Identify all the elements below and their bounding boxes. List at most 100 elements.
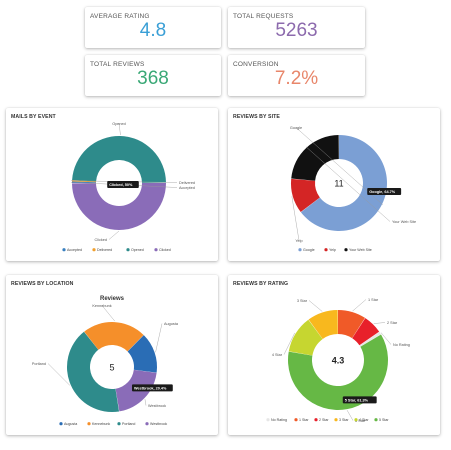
chart-tooltip: 5 Star, 61.3% <box>342 396 377 404</box>
slice-4-star[interactable] <box>288 319 323 356</box>
slice-label-2-star: 2 Star <box>387 321 398 325</box>
leader-line <box>155 323 163 353</box>
slice-label-4-star: 4 Star <box>272 353 283 357</box>
slice-label-3-star: 3 Star <box>297 299 308 303</box>
slice-label-opened: Opened <box>112 122 126 126</box>
legend-marker-clicked <box>154 248 158 252</box>
legend-item-2-star[interactable]: 2 Star <box>319 418 329 422</box>
center-total: 11 <box>334 179 343 189</box>
legend-marker-2-star <box>314 418 318 422</box>
leader-line <box>373 322 386 324</box>
legend-marker-your-web-site <box>344 248 348 252</box>
chart-tooltip: Westbrook, 20.4% <box>131 384 173 392</box>
slice-clicked[interactable] <box>72 183 166 230</box>
chart-panel-reviews-by-location: REVIEWS BY LOCATION Augusta Westbrook Port… <box>6 275 218 435</box>
slice-no-rating[interactable] <box>359 331 381 347</box>
legend-item-clicked[interactable]: Clicked <box>159 248 171 252</box>
chart-subtitle: Reviews <box>100 296 125 302</box>
legend-marker-delivered <box>92 248 96 252</box>
slice-label-accepted: Accepted <box>179 186 195 190</box>
legend-item-westbrook[interactable]: Westbrook <box>150 422 167 426</box>
slice-label-5-star: 5 Star <box>355 419 366 423</box>
legend-item-5-star[interactable]: 5 Star <box>379 418 389 422</box>
stat-label: AVERAGE RATING <box>90 13 150 20</box>
tooltip-text: Google, 64.7% <box>369 190 396 194</box>
slice-2-star[interactable] <box>352 318 380 346</box>
chart-panel-reviews-by-site: REVIEWS BY SITE Google Yelp Your Web Site 1… <box>228 108 440 261</box>
leader-line <box>291 196 300 241</box>
legend-item-accepted[interactable]: Accepted <box>67 248 82 252</box>
leader-line <box>308 300 323 312</box>
legend-marker-portland <box>117 422 121 426</box>
legend-marker-5-star <box>374 418 378 422</box>
tooltip-text: Clicked, 50% <box>109 183 133 187</box>
leader-line <box>101 305 115 322</box>
slice-your-web-site[interactable] <box>291 135 339 181</box>
tooltip-box <box>367 188 402 196</box>
slice-3-star[interactable] <box>308 310 338 339</box>
legend-item-yelp[interactable]: Yelp <box>329 248 336 252</box>
center-total: 4.3 <box>332 356 345 366</box>
chart-panel-reviews-by-rating: REVIEWS BY RATING 1 Star 2 Star No Rating 5… <box>228 275 440 435</box>
slice-label-your-web-site: Your Web Site <box>392 220 416 224</box>
slice-opened[interactable] <box>72 136 166 183</box>
panel-title: REVIEWS BY RATING <box>233 281 289 287</box>
leader-line <box>118 123 121 136</box>
chart-tooltip: Google, 64.7% <box>367 188 402 196</box>
legend-item-3-star[interactable]: 3 Star <box>339 418 349 422</box>
stat-card-total-requests: TOTAL REQUESTS 5263 <box>228 7 365 48</box>
slice-augusta[interactable] <box>127 335 158 373</box>
slice-delivered[interactable] <box>72 180 97 183</box>
stat-value: 7.2% <box>274 68 319 89</box>
slice-label-clicked: Clicked <box>95 238 107 242</box>
tooltip-text: Westbrook, 20.4% <box>134 386 167 390</box>
slice-label-kennebunk: Kennebunk <box>92 304 111 308</box>
stat-card-conversion: CONVERSION 7.2% <box>228 55 365 96</box>
legend-item-4-star[interactable]: 4 Star <box>359 418 369 422</box>
leader-line <box>283 332 295 355</box>
leader-line <box>346 410 354 421</box>
reviews-by-location-chart: Augusta Westbrook Portland Kennebunk Reviews… <box>32 296 179 426</box>
panel-title: REVIEWS BY SITE <box>233 114 280 120</box>
legend-item-delivered[interactable]: Delivered <box>97 248 112 252</box>
slice-label-no-rating: No Rating <box>393 343 410 347</box>
legend-item-google[interactable]: Google <box>303 248 315 252</box>
stat-value: 368 <box>137 68 169 89</box>
slice-portland[interactable] <box>67 331 120 412</box>
legend-item-1-star[interactable]: 1 Star <box>299 418 309 422</box>
legend-marker-westbrook <box>145 422 149 426</box>
legend-marker-4-star <box>354 418 358 422</box>
stat-value: 5263 <box>275 20 318 41</box>
slice-kennebunk[interactable] <box>84 322 144 352</box>
legend-marker-1-star <box>294 418 298 422</box>
legend-item-opened[interactable]: Opened <box>131 248 144 252</box>
stat-value: 4.8 <box>139 20 167 41</box>
chart-tooltip: Clicked, 50% <box>107 181 139 188</box>
slice-label-delivered: Delivered <box>179 181 195 185</box>
legend-item-kennebunk[interactable]: Kennebunk <box>92 422 110 426</box>
slice-5-star[interactable] <box>288 334 388 410</box>
legend-item-your-web-site[interactable]: Your Web Site <box>349 248 372 252</box>
legend-marker-yelp <box>324 248 328 252</box>
chart-panel-mails-by-event: MAILS BY EVENT Accepted Delivered Opened Cl… <box>6 108 218 261</box>
legend-item-portland[interactable]: Portland <box>122 422 135 426</box>
slice-label-augusta: Augusta <box>164 322 179 326</box>
panel-title: REVIEWS BY LOCATION <box>11 281 74 287</box>
stat-label: TOTAL REVIEWS <box>90 61 145 68</box>
panel-title: MAILS BY EVENT <box>11 114 56 120</box>
legend-item-augusta[interactable]: Augusta <box>64 422 77 426</box>
tooltip-box <box>131 384 173 392</box>
slice-google[interactable] <box>300 135 387 231</box>
slice-1-star[interactable] <box>338 310 366 339</box>
slice-label-google: Google <box>290 126 302 130</box>
leader-line <box>380 332 392 345</box>
leader-line <box>305 146 391 222</box>
slice-yelp[interactable] <box>291 178 320 212</box>
leader-line <box>352 299 367 312</box>
legend-marker-3-star <box>334 418 338 422</box>
legend-item-no-rating[interactable]: No Rating <box>271 418 287 422</box>
stat-label: TOTAL REQUESTS <box>233 13 294 20</box>
legend-marker-kennebunk <box>87 422 91 426</box>
